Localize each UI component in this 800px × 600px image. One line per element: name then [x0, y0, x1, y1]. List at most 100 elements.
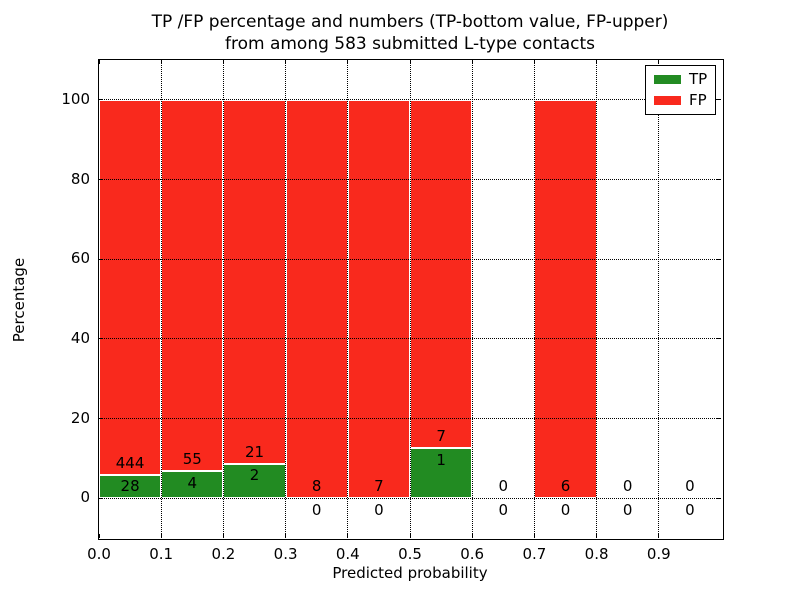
x-tickmark	[98, 534, 100, 538]
x-tickmark-top	[471, 60, 473, 64]
legend-label-fp: FP	[689, 91, 707, 109]
gridline-horizontal	[99, 179, 721, 180]
tp-swatch-icon	[654, 75, 681, 84]
y-tickmark	[99, 99, 103, 101]
fp-count-label: 8	[311, 477, 322, 496]
gridline-vertical	[658, 60, 660, 538]
y-tickmark-right	[717, 418, 721, 419]
x-tick-label: 0.8	[584, 545, 609, 563]
chart-title: TP /FP percentage and numbers (TP-bottom…	[98, 11, 722, 55]
fp-count-label: 0	[498, 477, 509, 496]
tp-count-label: 0	[498, 501, 509, 520]
legend-row-fp: FP	[654, 93, 707, 108]
x-tickmark-top	[98, 60, 100, 64]
y-tickmark	[99, 179, 103, 180]
x-tickmark	[160, 534, 162, 538]
bar-segment-fp	[534, 99, 597, 499]
y-tickmark-right	[717, 99, 721, 101]
fp-count-label: 21	[244, 442, 265, 461]
x-tickmark	[285, 534, 287, 538]
y-tickmark-right	[717, 258, 721, 260]
bar-segment-fp	[99, 99, 162, 475]
tp-count-label: 0	[685, 501, 695, 520]
fp-count-label: 7	[374, 477, 384, 496]
x-tick-label: 0.5	[398, 545, 422, 563]
gridline-horizontal	[99, 418, 721, 419]
x-tickmark	[222, 534, 224, 538]
fp-count-label: 7	[436, 427, 446, 446]
bar-segment-fp	[223, 99, 286, 464]
fp-count-label: 6	[560, 477, 571, 496]
x-tickmark-top	[347, 60, 349, 64]
x-tickmark-top	[285, 60, 287, 64]
y-tick-label: 80	[70, 169, 90, 188]
tp-count-label: 4	[187, 474, 198, 493]
x-tickmark-top	[409, 60, 411, 64]
tp-count-label: 1	[436, 451, 446, 470]
x-tick-label: 0.0	[87, 545, 111, 563]
y-tickmark	[99, 418, 103, 419]
x-tickmark-top	[533, 60, 535, 64]
x-tick-label: 0.4	[335, 545, 360, 563]
gridline-horizontal	[99, 258, 721, 260]
gridline-vertical	[160, 60, 162, 538]
y-tick-label: 20	[70, 408, 90, 427]
x-axis-label: Predicted probability	[332, 564, 488, 582]
bar-segment-fp	[410, 99, 473, 449]
tp-count-label: 0	[311, 501, 322, 520]
fp-count-label: 0	[685, 477, 695, 496]
x-tick-label: 0.3	[273, 545, 298, 563]
x-tick-label: 0.9	[646, 545, 671, 563]
x-tickmark	[596, 534, 598, 538]
x-tick-label: 0.1	[149, 545, 174, 563]
x-tickmark	[658, 534, 660, 538]
fp-count-label: 0	[622, 477, 633, 496]
x-tickmark-top	[658, 60, 660, 64]
y-tickmark-right	[717, 338, 721, 340]
y-tick-label: 60	[70, 249, 90, 268]
gridline-vertical	[596, 60, 598, 538]
x-tickmark	[409, 534, 411, 538]
x-tickmark-top	[222, 60, 224, 64]
gridline-vertical	[347, 60, 349, 538]
tp-count-label: 2	[249, 466, 260, 485]
tp-count-label: 0	[374, 501, 384, 520]
tp-count-label: 0	[560, 501, 571, 520]
bar-segment-tp	[161, 471, 224, 499]
x-tickmark	[471, 534, 473, 538]
fp-count-label: 55	[182, 450, 202, 469]
gridline-vertical	[285, 60, 287, 538]
x-tick-label: 0.6	[460, 545, 485, 563]
y-axis-label: Percentage	[10, 257, 28, 343]
y-tickmark-right	[717, 497, 721, 499]
x-tick-label: 0.7	[522, 545, 547, 563]
bar-segment-fp	[347, 99, 410, 499]
fp-count-label: 444	[115, 453, 145, 472]
x-tick-label: 0.2	[211, 545, 236, 563]
x-tickmark-top	[596, 60, 598, 64]
gridline-horizontal	[99, 99, 721, 101]
gridline-horizontal	[99, 497, 721, 499]
fp-swatch-icon	[654, 96, 681, 105]
legend-row-tp: TP	[654, 72, 707, 87]
chart-title-line1: TP /FP percentage and numbers (TP-bottom…	[151, 12, 669, 32]
x-tickmark	[533, 534, 535, 538]
gridline-vertical	[409, 60, 411, 538]
y-tickmark	[99, 258, 103, 260]
tp-count-label: 28	[120, 477, 140, 496]
x-tickmark-top	[160, 60, 162, 64]
x-tickmark	[347, 534, 349, 538]
y-tickmark	[99, 497, 103, 499]
y-tickmark	[99, 338, 103, 340]
tp-count-label: 0	[622, 501, 633, 520]
y-tick-label: 0	[80, 488, 90, 507]
gridline-vertical	[533, 60, 535, 538]
y-tick-label: 40	[70, 328, 90, 347]
bar-segment-fp	[161, 99, 224, 472]
gridline-vertical	[471, 60, 473, 538]
gridline-vertical	[222, 60, 224, 538]
gridline-horizontal	[99, 338, 721, 340]
chart-title-line2: from among 583 submitted L-type contacts	[224, 34, 595, 54]
bar-segment-fp	[285, 99, 348, 499]
